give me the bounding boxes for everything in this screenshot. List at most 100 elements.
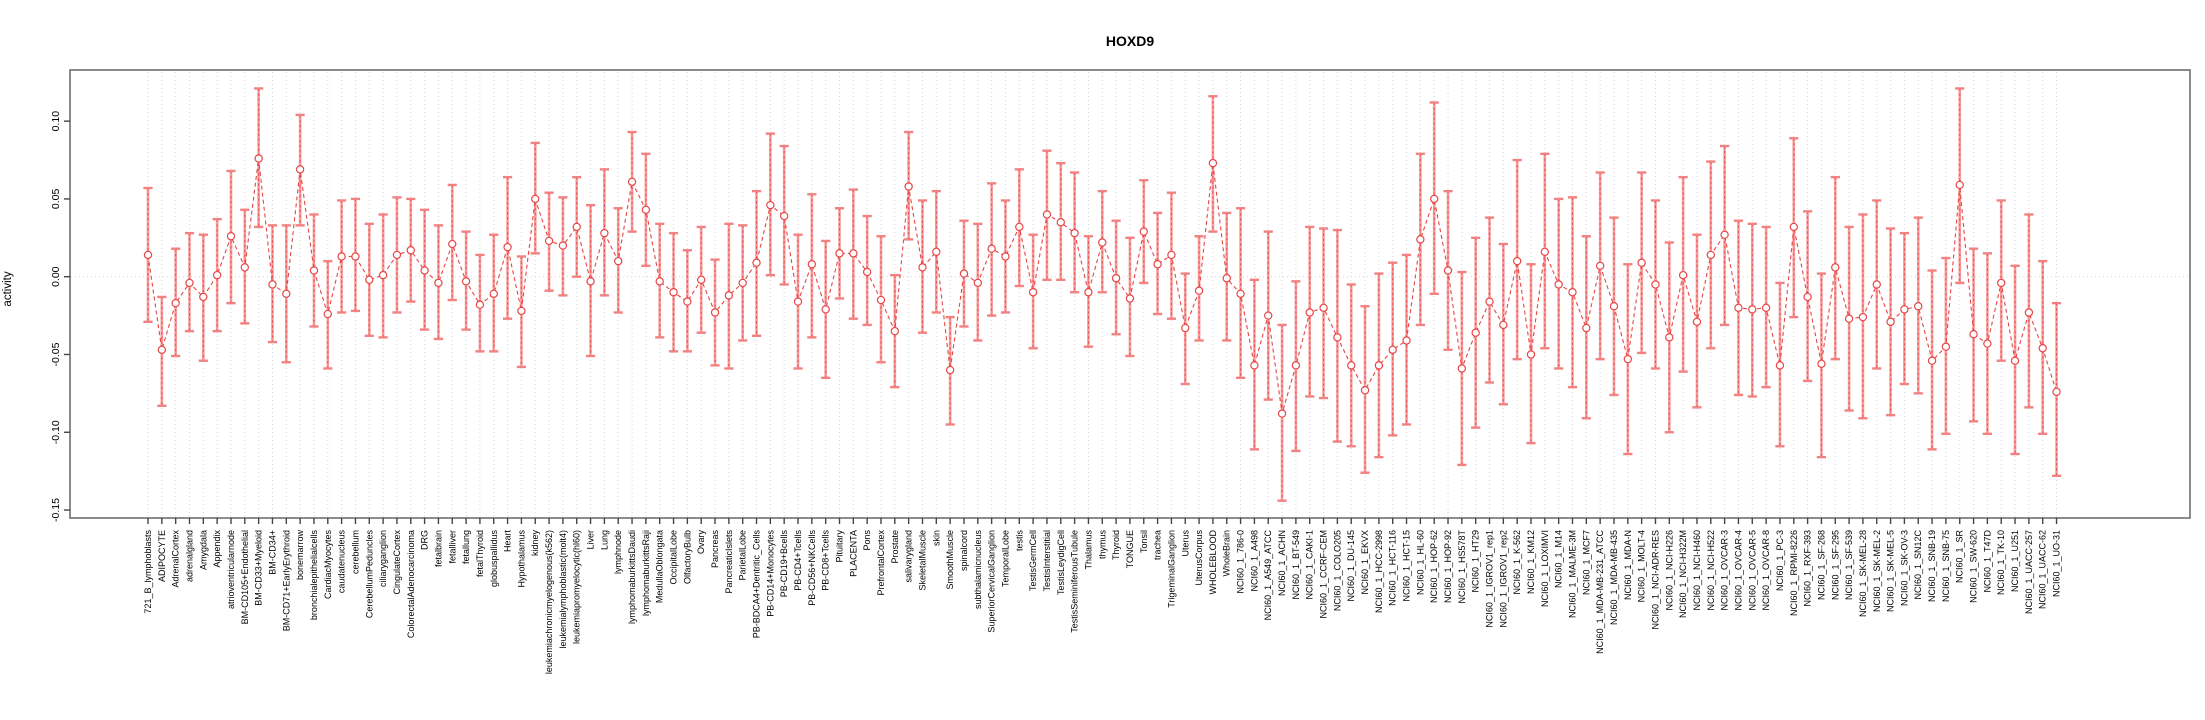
data-point xyxy=(572,222,581,232)
data-point xyxy=(1015,222,1024,232)
data-point xyxy=(420,266,429,275)
data-point xyxy=(1125,294,1135,303)
svg-text:-0.05: -0.05 xyxy=(50,342,62,366)
svg-text:NCI60_1_NCI-H522: NCI60_1_NCI-H522 xyxy=(1706,530,1716,611)
svg-text:Heart: Heart xyxy=(503,530,513,553)
svg-text:leukemiapromyelocytic(hl60): leukemiapromyelocytic(hl60) xyxy=(572,530,582,644)
svg-text:NCI60_1_MDA-N: NCI60_1_MDA-N xyxy=(1623,530,1633,600)
x-axis-ticks xyxy=(147,518,2058,524)
data-point xyxy=(503,242,512,252)
data-point xyxy=(309,266,319,275)
data-point xyxy=(1512,256,1522,266)
svg-text:fetalliver: fetalliver xyxy=(447,530,457,564)
data-point xyxy=(1153,260,1162,269)
svg-text:CerebellumPeduncles: CerebellumPeduncles xyxy=(364,530,374,619)
data-point xyxy=(1665,333,1674,342)
data-point xyxy=(1554,280,1563,289)
svg-text:NCI60_1_SK-OV-3: NCI60_1_SK-OV-3 xyxy=(1899,530,1909,606)
svg-text:NCI60_1_BT-549: NCI60_1_BT-549 xyxy=(1291,530,1301,600)
data-point xyxy=(268,280,277,289)
data-point xyxy=(683,297,692,306)
svg-text:PancreaticIslets: PancreaticIslets xyxy=(724,530,734,594)
svg-text:0.05: 0.05 xyxy=(50,189,62,210)
svg-text:NCI60_1_NCI-H322M: NCI60_1_NCI-H322M xyxy=(1678,530,1688,618)
svg-text:BM-CD71+EarlyErythroid: BM-CD71+EarlyErythroid xyxy=(281,530,291,631)
x-tick-labels: 721_B_lymphoblasts ADIPOCYTE AdrenalCortex… xyxy=(143,530,2062,675)
svg-text:PB-BDCA4+Dentritic_Cells: PB-BDCA4+Dentritic_Cells xyxy=(752,530,762,639)
svg-text:NCI60_1_EKVX: NCI60_1_EKVX xyxy=(1360,530,1370,595)
data-point xyxy=(544,236,554,246)
svg-text:NCI60_1_KM12: NCI60_1_KM12 xyxy=(1526,530,1536,594)
svg-text:NCI60_1_SK-MEL-28: NCI60_1_SK-MEL-28 xyxy=(1858,530,1868,617)
svg-text:SkeletalMuscle: SkeletalMuscle xyxy=(917,530,927,591)
data-point xyxy=(1443,266,1453,275)
svg-text:-0.10: -0.10 xyxy=(50,420,62,444)
data-point xyxy=(240,263,250,272)
svg-text:NCI60_1_MOLT-4: NCI60_1_MOLT-4 xyxy=(1637,530,1647,602)
svg-text:CingulateCortex: CingulateCortex xyxy=(392,530,402,595)
svg-text:BM-CD33+Myeloid: BM-CD33+Myeloid xyxy=(254,530,264,606)
data-point xyxy=(1817,359,1826,369)
data-point xyxy=(254,154,263,163)
data-point xyxy=(1844,314,1854,323)
data-point xyxy=(1872,280,1881,289)
data-point xyxy=(904,182,913,191)
data-point xyxy=(2038,344,2047,353)
svg-text:NCI60_1_PC-3: NCI60_1_PC-3 xyxy=(1775,530,1785,591)
data-point xyxy=(1623,354,1633,364)
data-point xyxy=(932,247,941,257)
data-point xyxy=(517,306,526,316)
svg-text:Ovary: Ovary xyxy=(696,530,706,555)
data-point xyxy=(1305,308,1314,317)
data-point xyxy=(226,232,236,241)
data-point xyxy=(1001,252,1010,261)
svg-text:fetalThyroid: fetalThyroid xyxy=(475,530,485,577)
svg-text:MedullaOblongata: MedullaOblongata xyxy=(655,530,665,603)
data-point xyxy=(295,165,305,174)
data-points xyxy=(143,154,2061,418)
svg-text:atrioventricularnode: atrioventricularnode xyxy=(226,530,236,609)
svg-text:NCI60_1_HCT-15: NCI60_1_HCT-15 xyxy=(1402,530,1412,602)
data-point xyxy=(1471,328,1480,337)
svg-text:salivarygland: salivarygland xyxy=(904,530,914,583)
svg-text:NCI60_1_UACC-257: NCI60_1_UACC-257 xyxy=(2024,530,2034,614)
svg-text:thymus: thymus xyxy=(1097,530,1107,560)
data-point xyxy=(531,194,540,204)
svg-text:adrenalgland: adrenalgland xyxy=(184,530,194,582)
svg-text:NCI60_1_CAKI-1: NCI60_1_CAKI-1 xyxy=(1305,530,1315,600)
data-point xyxy=(669,288,678,297)
data-point xyxy=(1208,158,1218,168)
data-point xyxy=(1374,361,1384,370)
svg-text:Pituitary: Pituitary xyxy=(835,530,845,563)
data-point xyxy=(835,249,844,258)
data-point xyxy=(849,249,858,258)
data-point xyxy=(1540,247,1550,257)
svg-text:Thyroid: Thyroid xyxy=(1111,530,1121,560)
svg-text:Hypothalamus: Hypothalamus xyxy=(516,530,526,588)
svg-text:NCI60_1_HT29: NCI60_1_HT29 xyxy=(1471,530,1481,593)
svg-text:TestisSeminiferousTubule: TestisSeminiferousTubule xyxy=(1070,530,1080,633)
data-point xyxy=(1042,210,1052,219)
data-point xyxy=(1803,292,1812,302)
svg-text:NCI60_1_RXF-393: NCI60_1_RXF-393 xyxy=(1803,530,1813,607)
svg-text:bonemarrow: bonemarrow xyxy=(295,530,305,581)
svg-text:NCI60_1_NCI-H226: NCI60_1_NCI-H226 xyxy=(1664,530,1674,611)
data-point xyxy=(1692,317,1702,327)
data-point xyxy=(1250,361,1259,370)
svg-text:spinalcord: spinalcord xyxy=(959,530,969,571)
data-point xyxy=(1983,339,1992,348)
svg-text:NCI60_1_COLO205: NCI60_1_COLO205 xyxy=(1332,530,1342,611)
data-point xyxy=(1637,258,1646,267)
svg-text:NCI60_1_SF-295: NCI60_1_SF-295 xyxy=(1830,530,1840,600)
data-point xyxy=(1748,305,1757,314)
data-point xyxy=(586,277,595,286)
data-point xyxy=(1595,261,1605,271)
svg-text:OlfactoryBulb: OlfactoryBulb xyxy=(682,530,692,584)
svg-text:ciliaryganglion: ciliaryganglion xyxy=(378,530,388,587)
data-point xyxy=(406,246,415,255)
data-point xyxy=(1706,250,1715,260)
svg-text:NCI60_1_SNB-19: NCI60_1_SNB-19 xyxy=(1927,530,1937,602)
data-point xyxy=(1526,350,1536,359)
svg-text:NCI60_1_MDA-MB-435: NCI60_1_MDA-MB-435 xyxy=(1609,530,1619,625)
data-point xyxy=(1568,288,1577,297)
